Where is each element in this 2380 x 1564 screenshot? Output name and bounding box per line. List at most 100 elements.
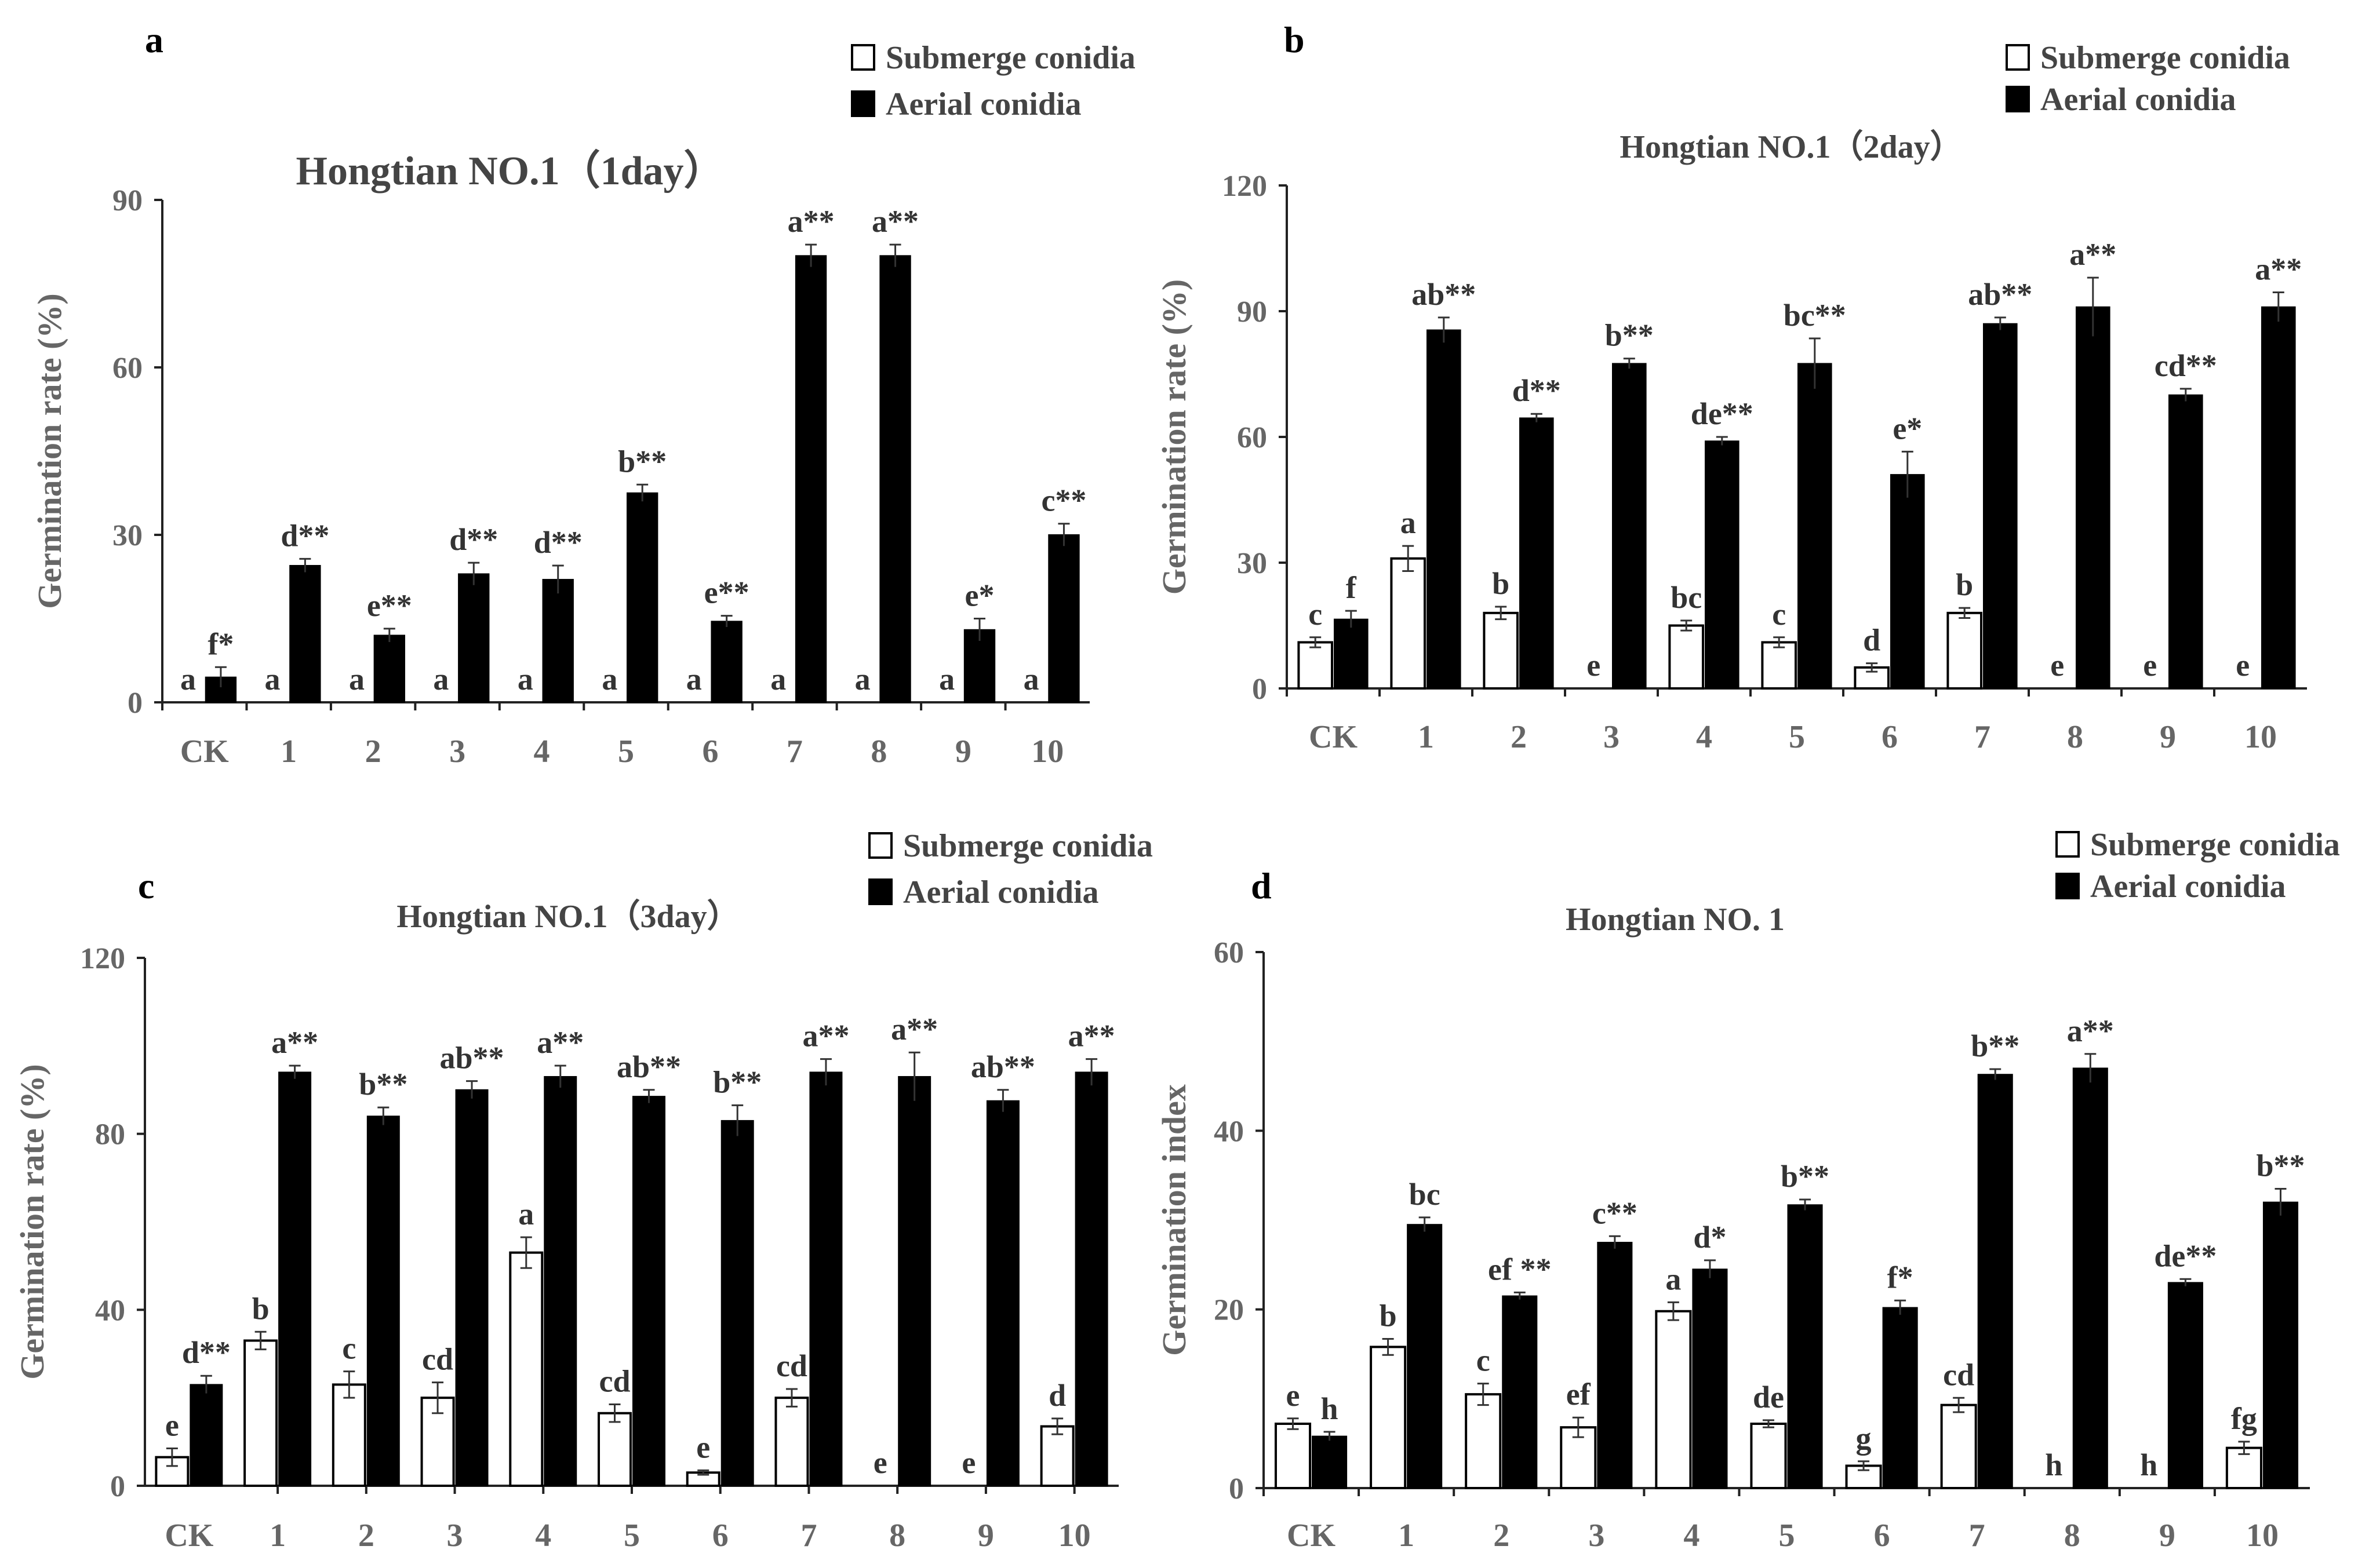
error-bar-aerial: [1058, 523, 1070, 546]
error-bar-aerial: [820, 1058, 832, 1086]
bar-aerial-conidia: [1612, 363, 1647, 689]
sig-label-aerial: b**: [2256, 1149, 2305, 1183]
x-tick-label: 1: [270, 1518, 286, 1554]
sig-label-aerial: bc: [1409, 1177, 1440, 1212]
y-tick-label: 20: [1214, 1294, 1244, 1327]
sig-label-aerial: h: [1321, 1391, 1338, 1426]
error-bar-aerial: [1513, 1291, 1526, 1300]
sig-label-submerge: c: [1476, 1343, 1490, 1378]
sig-label-submerge: a: [518, 662, 533, 697]
bar-submerge-conidia: [509, 1251, 544, 1487]
bar-aerial-conidia: [1797, 363, 1832, 689]
sig-label-submerge: e: [962, 1445, 976, 1480]
x-tick-label: 4: [1696, 719, 1712, 755]
sig-label-submerge: e: [165, 1408, 179, 1442]
bar-aerial-conidia: [544, 1076, 577, 1486]
chart-panel-a: a Hongtian NO.1（1day） Germination rate (%)…: [31, 19, 1136, 770]
bar-submerge-conidia: [1668, 624, 1704, 690]
error-bar-aerial: [997, 1089, 1009, 1112]
error-bar-aerial: [974, 618, 985, 641]
bar-aerial-conidia: [795, 255, 827, 703]
legend-swatch: [851, 90, 875, 117]
legend-label: Aerial conidia: [886, 86, 1082, 122]
x-tick-label: 5: [1789, 719, 1805, 755]
error-bar-aerial: [468, 562, 480, 585]
sig-label-aerial: b**: [618, 444, 667, 479]
legend-label: Submerge conidia: [2090, 827, 2340, 863]
bar-submerge-conidia: [1761, 641, 1797, 690]
sig-label-submerge: b: [1492, 566, 1509, 601]
error-bar-submerge: [1495, 606, 1507, 621]
x-tick-label: 5: [618, 734, 634, 770]
bar-submerge-conidia: [1040, 1425, 1075, 1487]
error-bar-submerge: [697, 1469, 709, 1476]
x-tick-label: CK: [165, 1518, 213, 1554]
bar-aerial-conidia: [1882, 1307, 1918, 1489]
bar-aerial-conidia: [1048, 534, 1080, 703]
bar-aerial-conidia: [879, 255, 911, 703]
error-bar-aerial: [643, 1089, 655, 1103]
error-bar-aerial: [2179, 1278, 2192, 1286]
sig-label-aerial: ab**: [1411, 277, 1476, 312]
sig-label-aerial: d**: [182, 1335, 231, 1370]
bar-submerge-conidia: [1940, 1403, 1977, 1489]
sig-label-submerge: e: [1286, 1378, 1300, 1413]
error-bar-submerge: [1762, 1419, 1774, 1428]
x-tick-label: 4: [534, 734, 550, 770]
sig-label-submerge: e: [696, 1430, 710, 1464]
bar-aerial-conidia: [1890, 474, 1925, 689]
bar-aerial-conidia: [2076, 306, 2110, 689]
bar-submerge-conidia: [1483, 611, 1519, 690]
x-tick-label: 9: [955, 734, 971, 770]
bar-aerial-conidia: [2167, 1282, 2203, 1489]
error-bar-aerial: [1894, 1299, 1906, 1315]
error-bar-aerial: [214, 666, 227, 687]
legend-label: Submerge conidia: [886, 40, 1136, 76]
chart-panel-c: c Hongtian NO.1（3day） Germination rate (%)…: [13, 828, 1153, 1554]
error-bar-submerge: [609, 1403, 621, 1423]
sig-label-submerge: a: [770, 662, 786, 697]
bar-aerial-conidia: [1426, 329, 1461, 689]
x-tick-label: 2: [1511, 719, 1527, 755]
error-bar-aerial: [720, 615, 733, 627]
x-tick-label: 4: [535, 1518, 551, 1554]
bar-aerial-conidia: [1407, 1224, 1443, 1489]
y-axis-label: Germination rate (%): [1155, 279, 1193, 595]
sig-label-submerge: bc: [1671, 580, 1702, 615]
legend-swatch: [868, 878, 893, 905]
sig-label-submerge: cd: [422, 1342, 453, 1377]
bar-submerge-conidia: [1655, 1310, 1692, 1489]
sig-label-submerge: a: [939, 662, 955, 697]
bar-aerial-conidia: [2261, 306, 2296, 689]
y-tick-label: 60: [1214, 936, 1244, 969]
x-tick-label: CK: [1287, 1518, 1335, 1554]
error-bar-submerge: [166, 1447, 178, 1467]
legend-swatch: [2055, 831, 2080, 858]
sig-label-aerial: e**: [367, 588, 412, 623]
x-tick-label: 7: [1974, 719, 1990, 755]
bar-aerial-conidia: [542, 579, 574, 703]
error-bar-submerge: [343, 1370, 355, 1399]
sig-label-submerge: a: [433, 662, 449, 697]
bar-aerial-conidia: [455, 1089, 489, 1486]
x-tick-label: 3: [449, 734, 465, 770]
sig-label-aerial: ef **: [1488, 1252, 1551, 1286]
y-tick-label: 40: [95, 1294, 125, 1327]
sig-label-aerial: d*: [1693, 1220, 1726, 1255]
chart-title: Hongtian NO.1（1day）: [296, 148, 725, 194]
error-bar-aerial: [299, 557, 311, 573]
bar-submerge-conidia: [332, 1383, 366, 1487]
error-bar-aerial: [2084, 1053, 2097, 1083]
y-tick-label: 120: [1222, 170, 1267, 203]
x-tick-label: 8: [871, 734, 887, 770]
sig-label-aerial: e**: [704, 575, 749, 610]
error-bar-aerial: [908, 1051, 920, 1101]
sig-label-aerial: f: [1346, 570, 1357, 605]
chart-panel-d: d Hongtian NO. 1 Germination index 0 20 40 60 C…: [1155, 827, 2340, 1554]
x-tick-label: 1: [1418, 719, 1434, 755]
bar-aerial-conidia: [632, 1096, 665, 1486]
legend-label: Submerge conidia: [903, 828, 1153, 864]
bar-aerial-conidia: [1075, 1071, 1108, 1486]
sig-label-aerial: e*: [1893, 411, 1922, 446]
sig-label-submerge: e: [2050, 648, 2064, 683]
